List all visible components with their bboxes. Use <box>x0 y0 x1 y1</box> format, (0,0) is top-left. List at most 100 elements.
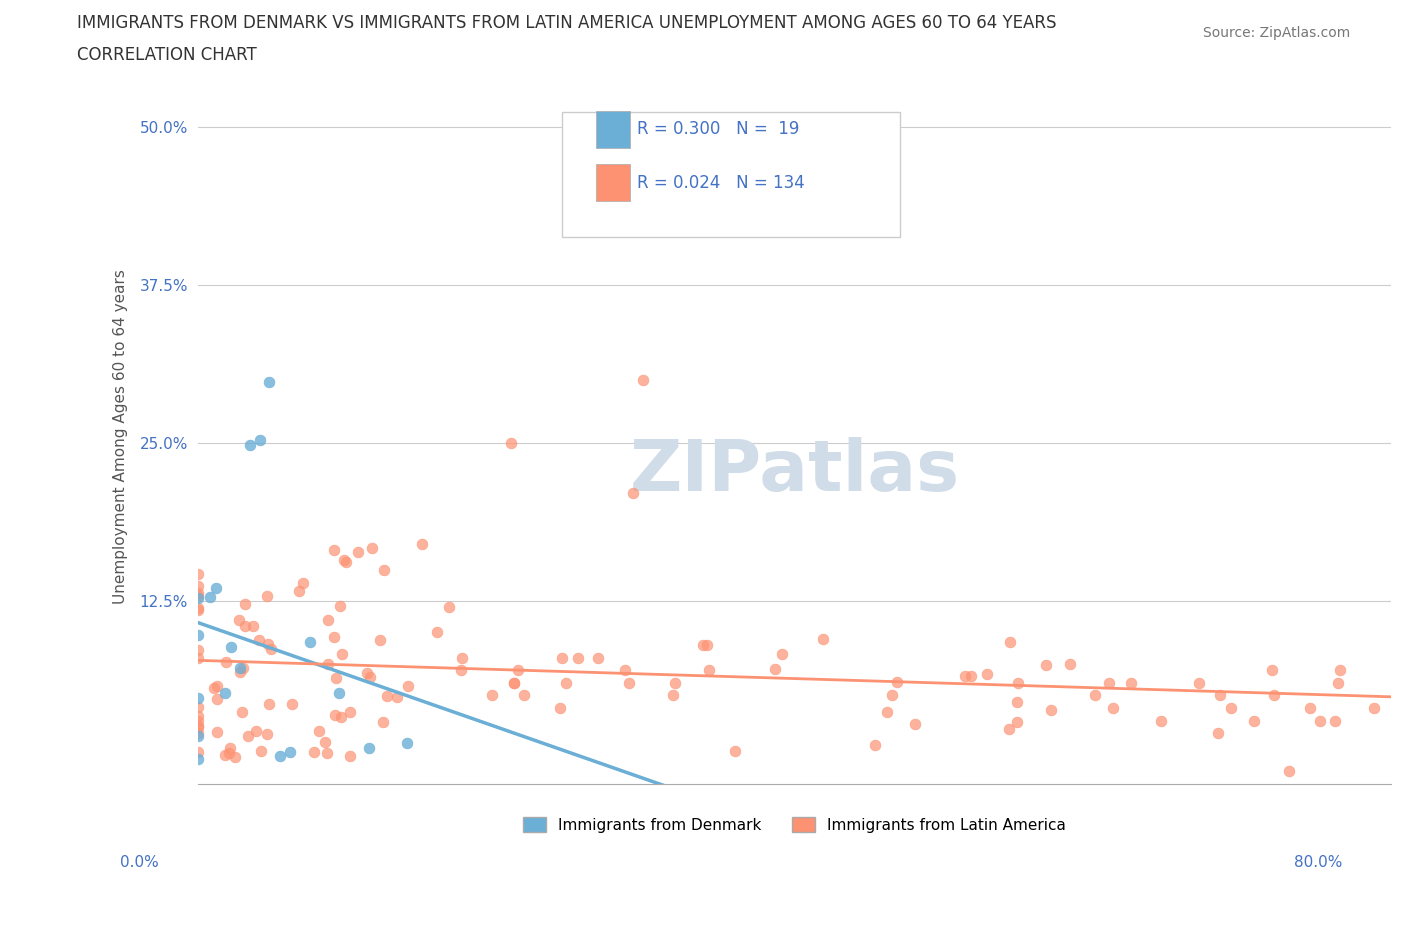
Point <box>692 637 714 652</box>
Point <box>245 724 267 738</box>
Point <box>260 642 283 657</box>
Point <box>955 669 977 684</box>
Point <box>501 435 523 450</box>
Point <box>1243 713 1265 728</box>
Point <box>387 689 409 704</box>
Point <box>811 631 834 646</box>
Point <box>1188 675 1211 690</box>
Point <box>617 675 640 690</box>
Point <box>763 661 786 676</box>
Point <box>328 685 350 700</box>
Point <box>1150 713 1173 728</box>
Point <box>1263 688 1285 703</box>
Point <box>233 618 256 633</box>
Point <box>302 744 325 759</box>
Point <box>218 740 240 755</box>
Point <box>238 729 260 744</box>
Point <box>231 705 253 720</box>
Point <box>960 669 983 684</box>
Point <box>187 578 209 593</box>
Point <box>450 663 472 678</box>
Point <box>256 726 278 741</box>
Point <box>187 751 209 766</box>
Point <box>218 745 240 760</box>
Point <box>356 665 378 680</box>
Point <box>323 630 346 644</box>
Point <box>396 679 419 694</box>
Text: ZIPatlas: ZIPatlas <box>630 437 959 506</box>
Point <box>259 375 281 390</box>
Point <box>1278 764 1301 778</box>
Point <box>664 675 686 690</box>
Point <box>1260 663 1282 678</box>
Text: R = 0.024   N = 134: R = 0.024 N = 134 <box>637 174 804 192</box>
Point <box>375 688 398 703</box>
Point <box>249 744 271 759</box>
Point <box>903 716 925 731</box>
Point <box>298 635 321 650</box>
Point <box>695 637 717 652</box>
Point <box>235 597 257 612</box>
Point <box>1206 725 1229 740</box>
Point <box>1119 675 1142 690</box>
Point <box>426 625 449 640</box>
Point <box>502 675 524 690</box>
Point <box>368 632 391 647</box>
Point <box>187 643 209 658</box>
Point <box>339 749 361 764</box>
Point <box>1098 675 1121 690</box>
Point <box>308 724 330 738</box>
Point <box>187 585 209 600</box>
Point <box>187 699 209 714</box>
Point <box>323 708 346 723</box>
Point <box>335 554 357 569</box>
Point <box>1326 675 1348 690</box>
Point <box>323 542 346 557</box>
Point <box>187 589 209 604</box>
Point <box>215 654 238 669</box>
Point <box>228 660 250 675</box>
Point <box>1209 688 1232 703</box>
Point <box>1035 658 1057 672</box>
Point <box>373 563 395 578</box>
Point <box>997 722 1019 737</box>
Point <box>1039 703 1062 718</box>
Point <box>886 675 908 690</box>
Point <box>187 628 209 643</box>
Point <box>631 372 654 387</box>
Point <box>330 647 353 662</box>
Point <box>567 650 589 665</box>
Point <box>339 704 361 719</box>
Point <box>214 748 236 763</box>
Y-axis label: Unemployment Among Ages 60 to 64 years: Unemployment Among Ages 60 to 64 years <box>114 269 128 604</box>
Point <box>202 681 225 696</box>
Point <box>411 537 433 551</box>
Point <box>359 741 381 756</box>
Text: CORRELATION CHART: CORRELATION CHART <box>77 46 257 64</box>
Point <box>228 665 250 680</box>
Point <box>998 634 1021 649</box>
Point <box>232 661 254 676</box>
Point <box>281 697 304 711</box>
Point <box>332 552 354 567</box>
Point <box>1309 713 1331 728</box>
Point <box>198 590 221 604</box>
Point <box>329 710 352 724</box>
Point <box>187 719 209 734</box>
Point <box>329 598 352 613</box>
Point <box>1329 663 1351 678</box>
Point <box>1102 700 1125 715</box>
Point <box>661 688 683 703</box>
Point <box>770 646 793 661</box>
Point <box>249 433 271 448</box>
Point <box>291 576 314 591</box>
Point <box>316 613 339 628</box>
Point <box>187 719 209 734</box>
Point <box>371 714 394 729</box>
Point <box>278 745 301 760</box>
Point <box>614 663 637 678</box>
Point <box>1324 713 1347 728</box>
Text: Source: ZipAtlas.com: Source: ZipAtlas.com <box>1202 26 1350 40</box>
Point <box>359 669 381 684</box>
Point <box>239 438 262 453</box>
